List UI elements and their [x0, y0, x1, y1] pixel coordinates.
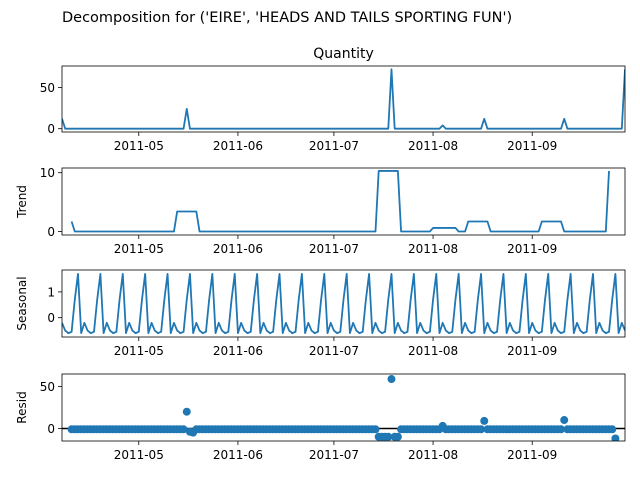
resid-point: [480, 416, 489, 425]
xtick-label: 2011-05: [114, 242, 164, 256]
ytick-label: 50: [40, 380, 55, 394]
panel-title-quantity: Quantity: [313, 46, 374, 62]
resid-point: [179, 425, 188, 434]
ytick-label: 0: [47, 122, 55, 136]
panels-group: Quantity 0 50 2011-05 2011-06 2011-07 2011-08 2…: [15, 46, 626, 462]
xtick-label: 2011-07: [309, 344, 359, 358]
xtick-label: 2011-09: [507, 242, 557, 256]
plot-area-seasonal: [62, 272, 625, 335]
panel-seasonal: Seasonal 0 1 2011-05 2011-06 2011-07 2011-08 20…: [15, 269, 626, 358]
xtick-label: 2011-09: [507, 448, 557, 462]
panel-resid: Resid 0 50 2011-05 2011-06 2011-07 2011-08 2011…: [15, 373, 626, 462]
plot-frame-trend: [61, 167, 626, 236]
xtick-label: 2011-08: [408, 139, 458, 153]
xtick-label: 2011-09: [507, 139, 557, 153]
xtick-label: 2011-06: [213, 448, 263, 462]
plot-area-quantity: [62, 68, 625, 130]
resid-point: [384, 432, 393, 441]
resid-point: [611, 434, 620, 441]
resid-point: [557, 425, 566, 434]
ylabel-resid: Resid: [15, 391, 29, 423]
panel-quantity: Quantity 0 50 2011-05 2011-06 2011-07 2011-08 2…: [40, 46, 626, 153]
xtick-label: 2011-05: [114, 139, 164, 153]
plot-area-trend: [70, 170, 610, 233]
ylabel-seasonal: Seasonal: [15, 276, 29, 330]
ytick-label: 0: [47, 225, 55, 239]
resid-point: [393, 432, 402, 441]
figure-title: Decomposition for ('EIRE', 'HEADS AND TA…: [62, 10, 512, 26]
series-line-seasonal: [62, 272, 625, 335]
xtick-label: 2011-08: [408, 242, 458, 256]
xtick-label: 2011-05: [114, 448, 164, 462]
series-line-trend: [70, 170, 610, 233]
ytick-label: 1: [47, 285, 55, 299]
ytick-label: 50: [40, 81, 55, 95]
xtick-label: 2011-07: [309, 448, 359, 462]
xtick-label: 2011-06: [213, 242, 263, 256]
panel-trend: Trend 0 10 2011-05 2011-06 2011-07 2011-08 2011…: [15, 166, 626, 256]
xtick-label: 2011-05: [114, 344, 164, 358]
plot-frame-quantity: [61, 65, 626, 133]
xtick-label: 2011-08: [408, 344, 458, 358]
resid-point: [371, 425, 380, 434]
resid-point: [387, 375, 396, 384]
plot-frame-resid: [61, 373, 626, 442]
xtick-label: 2011-06: [213, 344, 263, 358]
xtick-label: 2011-07: [309, 139, 359, 153]
xtick-label: 2011-06: [213, 139, 263, 153]
plot-frame-seasonal: [61, 269, 626, 338]
resid-point: [560, 416, 569, 425]
plot-area-resid: [62, 375, 625, 441]
resid-point: [477, 425, 486, 434]
series-line-quantity: [62, 68, 625, 130]
ytick-label: 0: [47, 311, 55, 325]
ylabel-trend: Trend: [15, 185, 29, 219]
ytick-label: 10: [40, 166, 55, 180]
ytick-label: 0: [47, 422, 55, 436]
xtick-label: 2011-09: [507, 344, 557, 358]
resid-point: [608, 425, 617, 434]
resid-point: [182, 407, 191, 416]
xtick-label: 2011-08: [408, 448, 458, 462]
xtick-label: 2011-07: [309, 242, 359, 256]
